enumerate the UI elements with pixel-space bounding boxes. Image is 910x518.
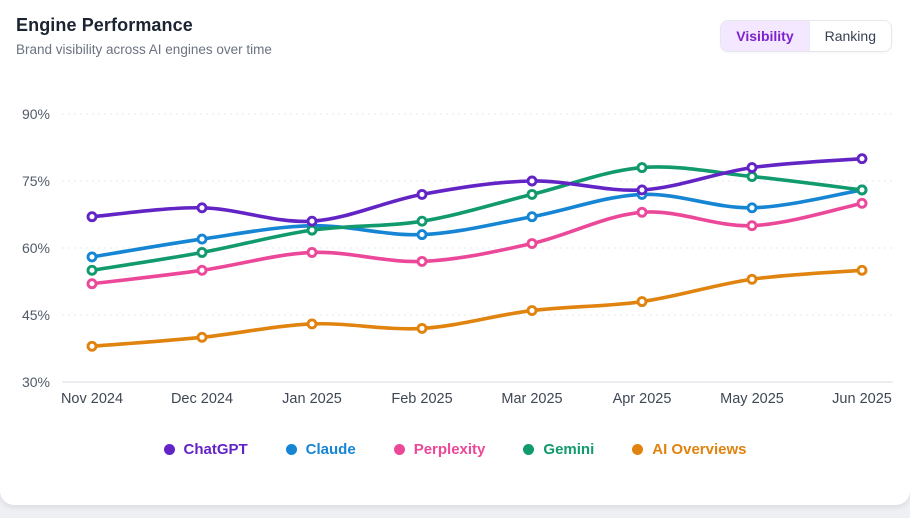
legend-dot-perplexity xyxy=(393,444,405,455)
legend-dot-ai-overviews xyxy=(632,444,644,455)
data-point-ai-overviews[interactable] xyxy=(636,296,648,308)
data-point-chatgpt[interactable] xyxy=(636,184,648,196)
legend-item-gemini[interactable]: Gemini xyxy=(523,441,594,458)
x-tick-label: Feb 2025 xyxy=(391,391,452,407)
data-point-claude[interactable] xyxy=(526,211,538,223)
legend-item-chatgpt[interactable]: ChatGPT xyxy=(163,441,248,458)
data-point-ai-overviews[interactable] xyxy=(86,340,98,352)
legend-item-perplexity[interactable]: Perplexity xyxy=(393,441,486,458)
legend-label: ChatGPT xyxy=(183,441,248,458)
data-point-ai-overviews[interactable] xyxy=(526,305,538,316)
data-point-claude[interactable] xyxy=(86,251,98,263)
x-tick-label: Jun 2025 xyxy=(832,391,892,407)
data-point-claude[interactable] xyxy=(196,233,208,245)
data-point-gemini[interactable] xyxy=(306,224,318,236)
y-tick-label: 60% xyxy=(22,240,50,256)
data-point-gemini[interactable] xyxy=(86,264,98,276)
series-line-perplexity xyxy=(90,201,864,286)
y-tick-label: 30% xyxy=(22,374,50,390)
legend-label: Claude xyxy=(305,441,356,458)
data-point-gemini[interactable] xyxy=(746,171,758,182)
data-point-chatgpt[interactable] xyxy=(526,175,538,187)
data-point-gemini[interactable] xyxy=(416,215,428,227)
chart-legend: ChatGPT Claude Perplexity Gemini AI Overview… xyxy=(0,441,910,458)
view-toggle: Visibility Ranking xyxy=(720,20,892,52)
data-point-ai-overviews[interactable] xyxy=(196,331,208,343)
data-point-ai-overviews[interactable] xyxy=(856,264,868,276)
toggle-visibility[interactable]: Visibility xyxy=(721,21,809,51)
series-line-claude xyxy=(90,188,864,259)
visibility-line-chart: 30% 45% 60% 75% 90% Nov 2024 Dec 2024 Jan 2025 F… xyxy=(22,106,893,407)
legend-label: Gemini xyxy=(543,441,595,458)
y-tick-label: 75% xyxy=(22,173,50,189)
legend-dot-chatgpt xyxy=(163,444,175,455)
toggle-ranking[interactable]: Ranking xyxy=(808,21,891,51)
x-tick-label: Nov 2024 xyxy=(61,391,123,407)
x-tick-label: Apr 2025 xyxy=(613,391,672,407)
data-point-perplexity[interactable] xyxy=(746,220,758,232)
engine-performance-card: Engine Performance Brand visibility acro… xyxy=(0,0,910,505)
legend-item-ai-overviews[interactable]: AI Overviews xyxy=(632,441,746,458)
page-title: Engine Performance xyxy=(16,15,193,35)
data-point-chatgpt[interactable] xyxy=(856,153,868,165)
data-point-perplexity[interactable] xyxy=(526,238,538,249)
data-point-chatgpt[interactable] xyxy=(746,162,758,174)
data-point-gemini[interactable] xyxy=(196,247,208,258)
page-subtitle: Brand visibility across AI engines over … xyxy=(16,42,272,57)
data-point-perplexity[interactable] xyxy=(856,197,868,209)
legend-label: Perplexity xyxy=(413,441,486,458)
data-point-chatgpt[interactable] xyxy=(306,215,318,227)
data-point-chatgpt[interactable] xyxy=(416,188,428,200)
data-point-perplexity[interactable] xyxy=(86,278,98,290)
data-point-perplexity[interactable] xyxy=(636,206,648,218)
data-point-gemini[interactable] xyxy=(526,188,538,200)
series-line-gemini xyxy=(90,165,864,273)
data-point-ai-overviews[interactable] xyxy=(746,273,758,285)
data-point-gemini[interactable] xyxy=(856,184,868,196)
data-point-gemini[interactable] xyxy=(636,162,648,174)
legend-label: AI Overviews xyxy=(652,441,747,458)
data-point-ai-overviews[interactable] xyxy=(306,318,318,330)
data-point-perplexity[interactable] xyxy=(306,247,318,258)
x-tick-label: May 2025 xyxy=(720,391,784,407)
data-point-chatgpt[interactable] xyxy=(196,202,208,214)
data-point-claude[interactable] xyxy=(746,202,758,214)
chart-area: 30% 45% 60% 75% 90% Nov 2024 Dec 2024 Jan 2025 F… xyxy=(0,88,910,418)
data-point-perplexity[interactable] xyxy=(416,255,428,267)
data-point-claude[interactable] xyxy=(416,229,428,241)
series-line-chatgpt xyxy=(90,156,864,224)
data-point-ai-overviews[interactable] xyxy=(416,322,428,334)
data-point-chatgpt[interactable] xyxy=(86,211,98,223)
legend-item-claude[interactable]: Claude xyxy=(285,441,356,458)
data-point-perplexity[interactable] xyxy=(196,264,208,276)
series-line-ai-overviews xyxy=(90,268,864,349)
legend-dot-claude xyxy=(285,444,297,455)
x-tick-label: Jan 2025 xyxy=(282,391,342,407)
y-tick-label: 90% xyxy=(22,106,50,122)
legend-dot-gemini xyxy=(523,444,535,455)
y-tick-label: 45% xyxy=(22,307,50,323)
x-tick-label: Mar 2025 xyxy=(501,391,562,407)
x-tick-label: Dec 2024 xyxy=(171,391,233,407)
